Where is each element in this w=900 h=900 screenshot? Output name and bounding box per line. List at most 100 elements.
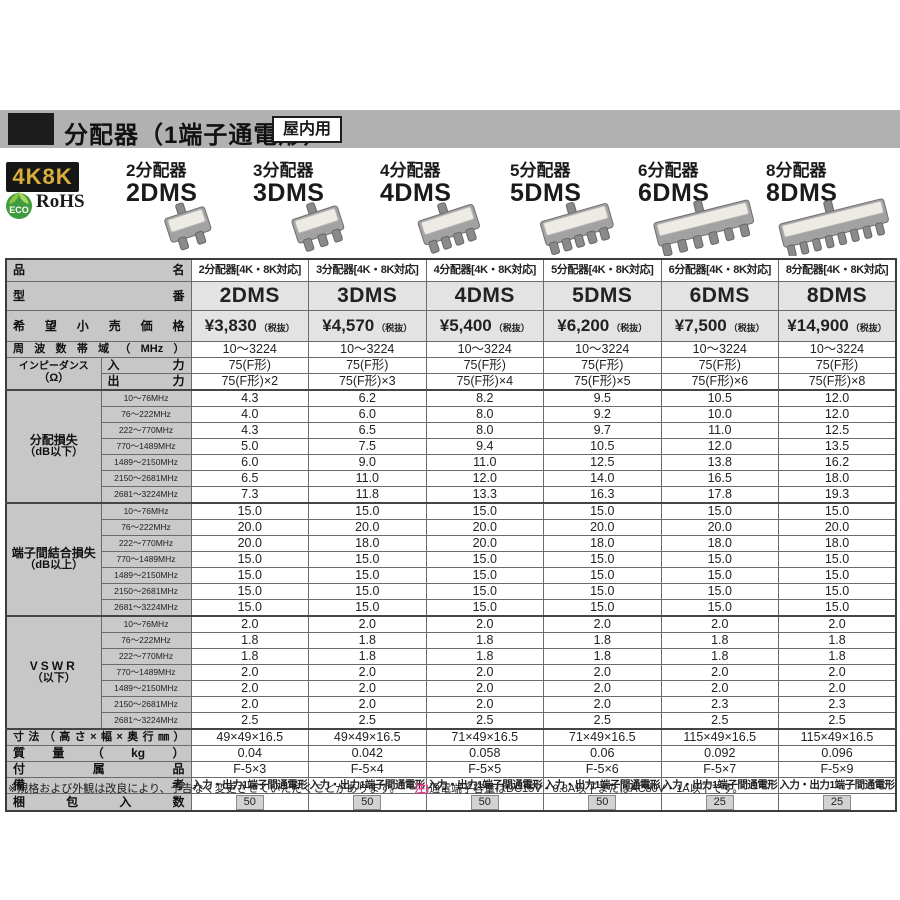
row-label-freq-range: 周波数帯域（MHz） bbox=[5, 341, 192, 358]
spec-value-cell: 10.5 bbox=[543, 438, 662, 455]
spec-value-cell: 75(F形) bbox=[778, 357, 897, 374]
spec-value-cell: 15.0 bbox=[308, 551, 427, 568]
impedance-unit: （Ω） bbox=[38, 371, 70, 384]
spec-value-cell: 3DMS bbox=[308, 281, 427, 311]
pack-qty-box: 50 bbox=[235, 794, 264, 810]
spec-value-cell: 15.0 bbox=[308, 583, 427, 600]
freq-band-label: 2681～3224MHz bbox=[100, 486, 192, 504]
product-header-3dms: 3分配器 3DMS bbox=[253, 161, 383, 207]
spec-value-cell: 10～3224 bbox=[543, 341, 662, 358]
spec-value-cell: 15.0 bbox=[778, 502, 897, 520]
spec-value-cell: 18.0 bbox=[778, 535, 897, 552]
spec-value-cell: 18.0 bbox=[543, 535, 662, 552]
spec-value-cell: 2.3 bbox=[778, 696, 897, 713]
spec-value-cell: 9.0 bbox=[308, 454, 427, 471]
row-label-weight: 質量（kg） bbox=[5, 745, 192, 762]
header-accent-square bbox=[8, 113, 54, 145]
spec-value-cell: 1.8 bbox=[425, 632, 545, 649]
spec-value-cell: 10.5 bbox=[660, 389, 780, 407]
spec-value-cell: 12.0 bbox=[425, 470, 545, 487]
spec-value-cell: 15.0 bbox=[660, 502, 780, 520]
spec-value-cell: 13.5 bbox=[778, 438, 897, 455]
spec-value-cell: ¥3,830 （税抜） bbox=[190, 310, 310, 342]
product-image-8dms bbox=[778, 198, 889, 256]
spec-value-cell: 10～3224 bbox=[308, 341, 427, 358]
spec-value-cell: 2.0 bbox=[190, 680, 310, 697]
spec-value-cell: 1.8 bbox=[543, 632, 662, 649]
spec-value-cell: 8DMS bbox=[778, 281, 897, 311]
coupling-loss-label: 端子間結合損失 bbox=[11, 546, 96, 561]
spec-value-cell: 15.0 bbox=[543, 567, 662, 584]
impedance-label: インピーダンス bbox=[18, 361, 89, 373]
spec-value-cell: 2.0 bbox=[308, 696, 427, 713]
freq-band-label: 770～1489MHz bbox=[100, 664, 192, 681]
spec-value-cell: 2.0 bbox=[660, 615, 780, 633]
spec-value-cell: 15.0 bbox=[778, 551, 897, 568]
spec-value-cell: F-5×3 bbox=[190, 761, 310, 778]
spec-value-cell: 8.2 bbox=[425, 389, 545, 407]
row-label-accessories: 付属品 bbox=[5, 761, 192, 778]
spec-value-cell: 10～3224 bbox=[425, 341, 545, 358]
product-type-label: 6分配器 bbox=[638, 161, 699, 180]
spec-value-cell: 15.0 bbox=[308, 502, 427, 520]
spec-value-cell: 75(F形)×5 bbox=[543, 373, 662, 391]
spec-value-cell: 9.4 bbox=[425, 438, 545, 455]
spec-value-cell: ¥5,400 （税抜） bbox=[425, 310, 545, 342]
spec-value-cell: 71×49×16.5 bbox=[543, 728, 662, 746]
freq-band-label: 76～222MHz bbox=[100, 632, 192, 649]
price-tax-suffix: （税抜） bbox=[376, 323, 413, 334]
price-tax-suffix: （税抜） bbox=[258, 323, 295, 334]
spec-value-cell: 6DMS bbox=[660, 281, 780, 311]
product-header-2dms: 2分配器 2DMS bbox=[126, 161, 256, 207]
badge-4k8k: 4K8K bbox=[6, 162, 79, 192]
spec-value-cell: 15.0 bbox=[660, 567, 780, 584]
spec-value-cell: 10～3224 bbox=[660, 341, 780, 358]
footnotes: ※規格および外観は改良により、予告なく変更させていただくことがあります。 注)通電… bbox=[8, 780, 743, 796]
spec-value-cell: 20.0 bbox=[778, 519, 897, 536]
product-image-3dms bbox=[291, 202, 345, 252]
spec-value-cell: 50 bbox=[543, 793, 662, 812]
spec-value-cell: 2.0 bbox=[425, 664, 545, 681]
freq-band-label: 10～76MHz bbox=[100, 502, 192, 520]
spec-value-cell: 15.0 bbox=[425, 551, 545, 568]
spec-value-cell: 20.0 bbox=[308, 519, 427, 536]
spec-value-cell: 8.0 bbox=[425, 406, 545, 423]
freq-band-label: 76～222MHz bbox=[100, 406, 192, 423]
spec-value-cell: 12.5 bbox=[543, 454, 662, 471]
spec-value-cell: 6.0 bbox=[190, 454, 310, 471]
spec-value-cell: 9.7 bbox=[543, 422, 662, 439]
spec-value-cell: 75(F形)×8 bbox=[778, 373, 897, 391]
spec-value-cell: 25 bbox=[778, 793, 897, 812]
spec-value-cell: 20.0 bbox=[190, 535, 310, 552]
spec-value-cell: 10～3224 bbox=[778, 341, 897, 358]
product-type-label: 3分配器 bbox=[253, 161, 314, 180]
freq-band-label: 222～770MHz bbox=[100, 535, 192, 552]
spec-value-cell: F-5×9 bbox=[778, 761, 897, 778]
spec-value-cell: 0.058 bbox=[425, 745, 545, 762]
pack-qty-box: 25 bbox=[705, 794, 734, 810]
freq-band-label: 2681～3224MHz bbox=[100, 712, 192, 730]
spec-value-cell: 15.0 bbox=[425, 502, 545, 520]
spec-value-cell: F-5×7 bbox=[660, 761, 780, 778]
spec-value-cell: F-5×5 bbox=[425, 761, 545, 778]
spec-value-cell: 75(F形) bbox=[190, 357, 310, 374]
spec-value-cell: 15.0 bbox=[543, 502, 662, 520]
spec-value-cell: 19.3 bbox=[778, 486, 897, 504]
spec-value-cell: 0.092 bbox=[660, 745, 780, 762]
spec-value-cell: 1.8 bbox=[425, 648, 545, 665]
spec-value-cell: 20.0 bbox=[190, 519, 310, 536]
spec-value-cell: 8分配器[4K・8K対応] bbox=[778, 258, 897, 282]
spec-value-cell: 15.0 bbox=[543, 583, 662, 600]
spec-value-cell: 2.0 bbox=[778, 615, 897, 633]
section-header-bar: 分配器（1端子通電形） 屋内用 bbox=[0, 110, 900, 149]
spec-value-cell: 1.8 bbox=[660, 632, 780, 649]
spec-value-cell: 入力・出力1端子間通電形 bbox=[308, 777, 427, 794]
freq-band-label: 2681～3224MHz bbox=[100, 599, 192, 617]
spec-value-cell: 入力・出力1端子間通電形 bbox=[190, 777, 310, 794]
row-label-remarks: 備考 bbox=[5, 777, 192, 794]
spec-value-cell: 2.5 bbox=[425, 712, 545, 730]
freq-band-label: 1489～2150MHz bbox=[100, 454, 192, 471]
spec-value-cell: 2.0 bbox=[660, 680, 780, 697]
spec-value-cell: 17.8 bbox=[660, 486, 780, 504]
product-image-2dms bbox=[164, 202, 212, 251]
